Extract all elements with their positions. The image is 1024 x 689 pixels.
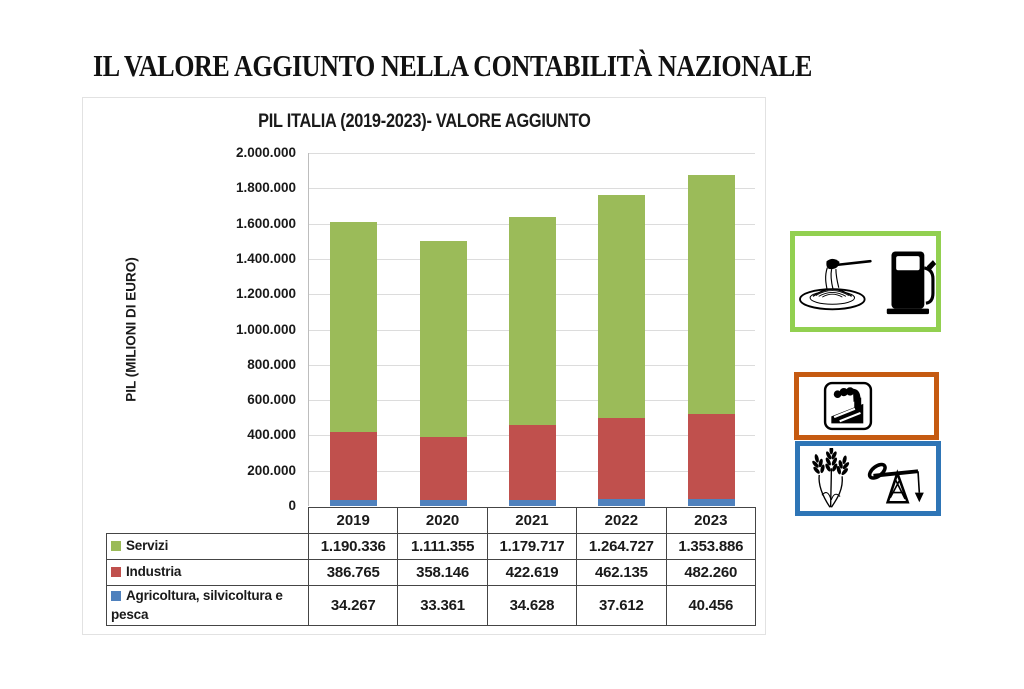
bar-segment [687,498,735,506]
plot-area [308,153,755,506]
year-header: 2020 [397,507,488,534]
y-axis-ticks: 0 200.000 400.000 600.000 800.000 1.000.000 1.… [183,145,296,513]
value-cell: 1.353.886 [665,533,757,560]
legend-cell: Industria [106,559,309,586]
value-cell: 358.146 [397,559,488,586]
value-cell: 33.361 [397,585,488,626]
y-axis-tick-label: 400.000 [247,427,296,443]
value-cell: 1.111.355 [397,533,488,560]
y-axis-tick-label: 800.000 [247,356,296,372]
y-axis-tick-label: 0 [288,498,296,513]
bar-segment [330,221,378,432]
value-cell: 1.179.717 [486,533,578,560]
bar-segment [509,499,556,506]
year-header: 2023 [665,507,757,534]
bar-segment [330,431,378,500]
year-header: 2021 [486,507,578,534]
value-cell: 40.456 [665,585,757,626]
chart-panel: PIL ITALIA (2019-2023)- VALORE AGGIUNTO … [82,97,766,635]
legend-label: Servizi [126,538,169,554]
icon-panel-agricoltura [795,441,941,516]
bar-segment [509,217,556,426]
legend-swatch [111,540,121,551]
y-axis-title: PIL (MILIONI DI EURO) [123,257,139,402]
icon-panel-industria [794,372,939,440]
value-cell: 462.135 [576,559,667,586]
bar-segment [598,194,646,418]
y-axis-tick-label: 1.200.000 [235,286,296,302]
y-axis-tick-label: 600.000 [247,392,296,408]
factory-icon [823,381,873,431]
stacked-bar-2020 [419,240,467,506]
bar-segment [598,499,646,506]
bar-segment [687,174,735,414]
bar-segment [598,417,646,500]
gridline [309,188,755,190]
y-axis-tick-label: 1.000.000 [235,321,296,337]
stacked-bar-2019 [330,221,378,506]
legend-label: Agricoltura, silvicoltura e pesca [111,588,283,622]
bar-segment [419,240,467,437]
table-corner-cell [107,508,309,534]
value-cell: 1.264.727 [576,533,667,560]
value-cell: 422.619 [486,559,578,586]
value-cell: 1.190.336 [307,533,399,560]
chart-title-text: PIL ITALIA (2019-2023)- VALORE AGGIUNTO [257,111,591,132]
spaghetti-plate-icon [799,258,872,310]
table-row: Servizi 1.190.336 1.111.355 1.179.717 1.264.… [106,533,757,560]
year-header: 2022 [576,507,667,534]
stacked-bar-2023 [687,174,735,506]
gridline [309,153,755,154]
chart-title: PIL ITALIA (2019-2023)- VALORE AGGIUNTO [83,111,765,133]
bar-segment [687,413,735,499]
page-title: IL VALORE AGGIUNTO NELLA CONTABILITÀ NAZ… [93,48,949,84]
oil-pumpjack-icon [867,462,924,504]
icon-panel-servizi [790,231,941,332]
value-cell: 34.628 [486,585,578,626]
value-cell: 482.260 [665,559,757,586]
legend-swatch [111,566,121,577]
data-table: 2019 2020 2021 2022 2023 Servizi 1.190.336 1.11… [106,507,757,626]
value-cell: 34.267 [307,585,399,626]
table-row: Industria 386.765 358.146 422.619 462.135 482… [106,559,757,586]
value-cell: 386.765 [307,559,399,586]
y-axis-tick-label: 1.400.000 [235,250,296,266]
bar-segment [419,500,467,506]
y-axis-tick-label: 200.000 [247,462,296,478]
value-cell: 37.612 [576,585,667,626]
legend-cell: Servizi [106,533,309,560]
wheat-icon [812,447,850,508]
y-axis-tick-label: 2.000.000 [235,145,296,160]
year-header: 2019 [307,507,399,534]
bar-segment [509,425,556,500]
stacked-bar-2021 [509,217,556,506]
bar-segment [419,436,467,501]
table-row: Agricoltura, silvicoltura e pesca 34.267 3… [106,585,757,626]
stacked-bar-2022 [598,194,646,506]
legend-swatch [111,590,121,601]
y-axis-tick-label: 1.800.000 [235,180,296,196]
y-axis-tick-label: 1.600.000 [235,215,296,231]
legend-cell: Agricoltura, silvicoltura e pesca [106,585,309,626]
bar-segment [330,499,378,506]
fuel-pump-icon [886,250,936,314]
legend-label: Industria [126,564,182,580]
page-title-text: IL VALORE AGGIUNTO NELLA CONTABILITÀ NAZ… [93,48,812,83]
